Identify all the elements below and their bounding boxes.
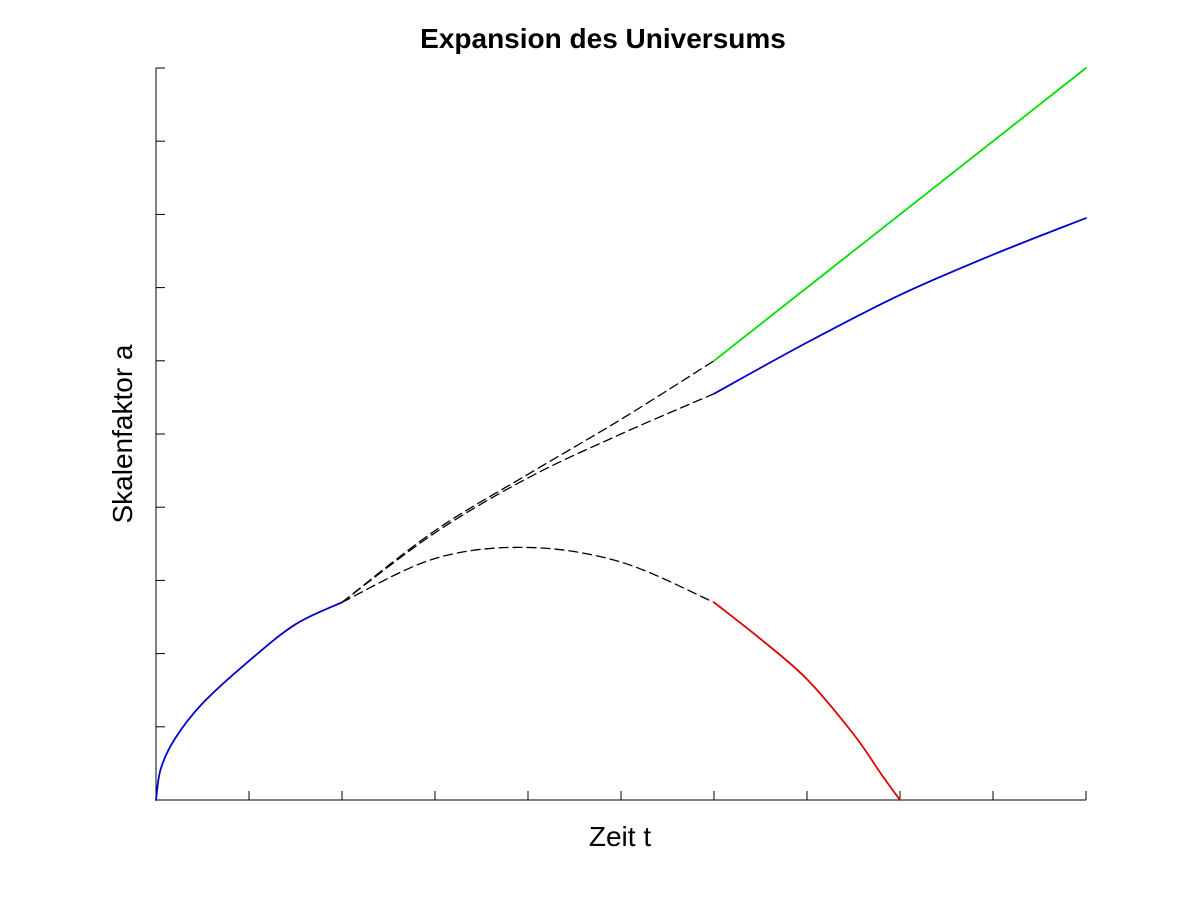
series-line-5 xyxy=(713,67,1087,362)
plot-series xyxy=(155,67,1087,801)
series-line-1 xyxy=(341,393,715,604)
chart-title: Expansion des Universums xyxy=(420,23,786,54)
series-line-2 xyxy=(341,360,715,604)
series-line-0 xyxy=(155,601,343,801)
series-line-6 xyxy=(713,601,901,801)
x-axis-label: Zeit t xyxy=(589,821,651,852)
series-line-3 xyxy=(341,546,715,604)
y-axis-label: Skalenfaktor a xyxy=(107,344,138,523)
series-line-4 xyxy=(713,217,1087,395)
